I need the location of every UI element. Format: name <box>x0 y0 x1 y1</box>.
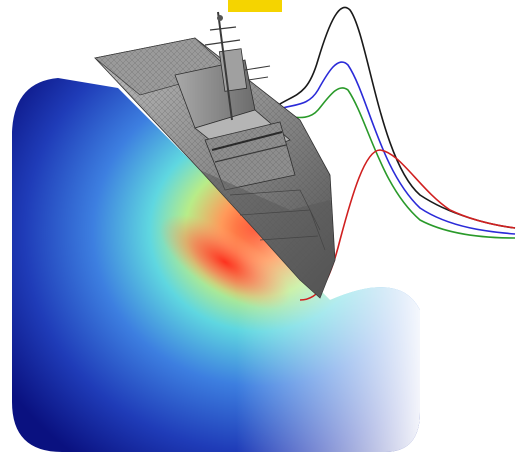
curve-green <box>261 87 516 239</box>
curve-blue <box>261 61 516 235</box>
ship-hull <box>94 11 336 299</box>
radar-icon <box>217 15 223 21</box>
curve-black <box>261 6 516 229</box>
mast <box>217 11 233 121</box>
pressure-field-panel <box>12 78 420 452</box>
response-curves <box>261 6 516 301</box>
yellow-tab <box>228 0 282 12</box>
